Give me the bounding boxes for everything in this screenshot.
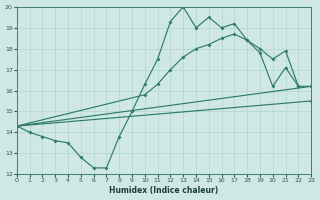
X-axis label: Humidex (Indice chaleur): Humidex (Indice chaleur) (109, 186, 219, 195)
